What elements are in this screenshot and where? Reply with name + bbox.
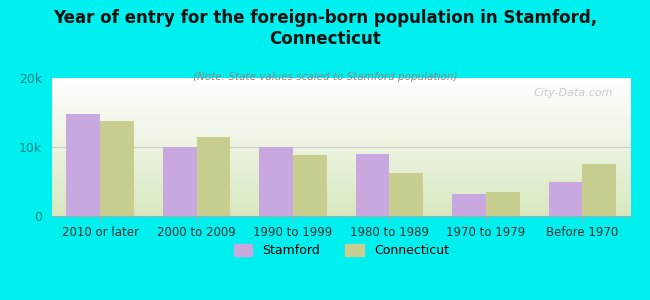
Bar [549,182,582,216]
Bar [100,121,134,216]
Text: Year of entry for the foreign-born population in Stamford,
Connecticut: Year of entry for the foreign-born popul… [53,9,597,48]
Legend: Stamford, Connecticut: Stamford, Connecticut [229,239,454,262]
Bar [389,173,423,216]
Text: (Note: State values scaled to Stamford population): (Note: State values scaled to Stamford p… [193,72,457,82]
Bar [163,147,196,216]
Bar [293,155,327,216]
Bar [486,192,519,216]
Bar [196,136,230,216]
Bar [259,147,293,216]
Bar [356,154,389,216]
Bar [582,164,616,216]
Text: City-Data.com: City-Data.com [534,88,613,98]
Bar [66,114,100,216]
Bar [452,194,486,216]
